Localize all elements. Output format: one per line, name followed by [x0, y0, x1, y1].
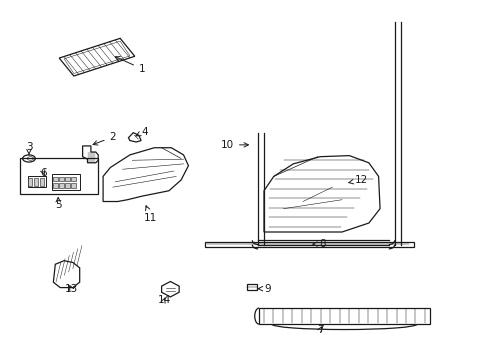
- Text: 7: 7: [316, 325, 323, 335]
- Bar: [59, 183, 64, 188]
- Text: 14: 14: [157, 295, 170, 305]
- Text: 10: 10: [221, 140, 248, 150]
- Bar: [65, 183, 70, 188]
- Text: 2: 2: [93, 132, 116, 145]
- Bar: [40, 178, 44, 186]
- Bar: [71, 177, 76, 181]
- Bar: [53, 183, 58, 188]
- Bar: [246, 284, 256, 290]
- Bar: [259, 308, 429, 324]
- Bar: [53, 177, 58, 181]
- Text: 3: 3: [25, 142, 32, 155]
- Text: 11: 11: [144, 206, 157, 222]
- Bar: [59, 177, 64, 181]
- Text: 1: 1: [115, 57, 145, 74]
- Bar: [65, 177, 70, 181]
- Text: 8: 8: [312, 239, 325, 249]
- Text: 4: 4: [136, 127, 147, 136]
- Text: 13: 13: [64, 284, 78, 294]
- Bar: [27, 176, 46, 187]
- Bar: [28, 178, 32, 186]
- Text: 6: 6: [40, 168, 47, 178]
- Bar: [71, 183, 76, 188]
- Text: 9: 9: [258, 284, 271, 294]
- Bar: [204, 242, 413, 247]
- Bar: [52, 174, 80, 190]
- Bar: [20, 158, 98, 194]
- Bar: [34, 178, 38, 186]
- Text: 5: 5: [55, 200, 61, 210]
- Text: 12: 12: [348, 175, 367, 185]
